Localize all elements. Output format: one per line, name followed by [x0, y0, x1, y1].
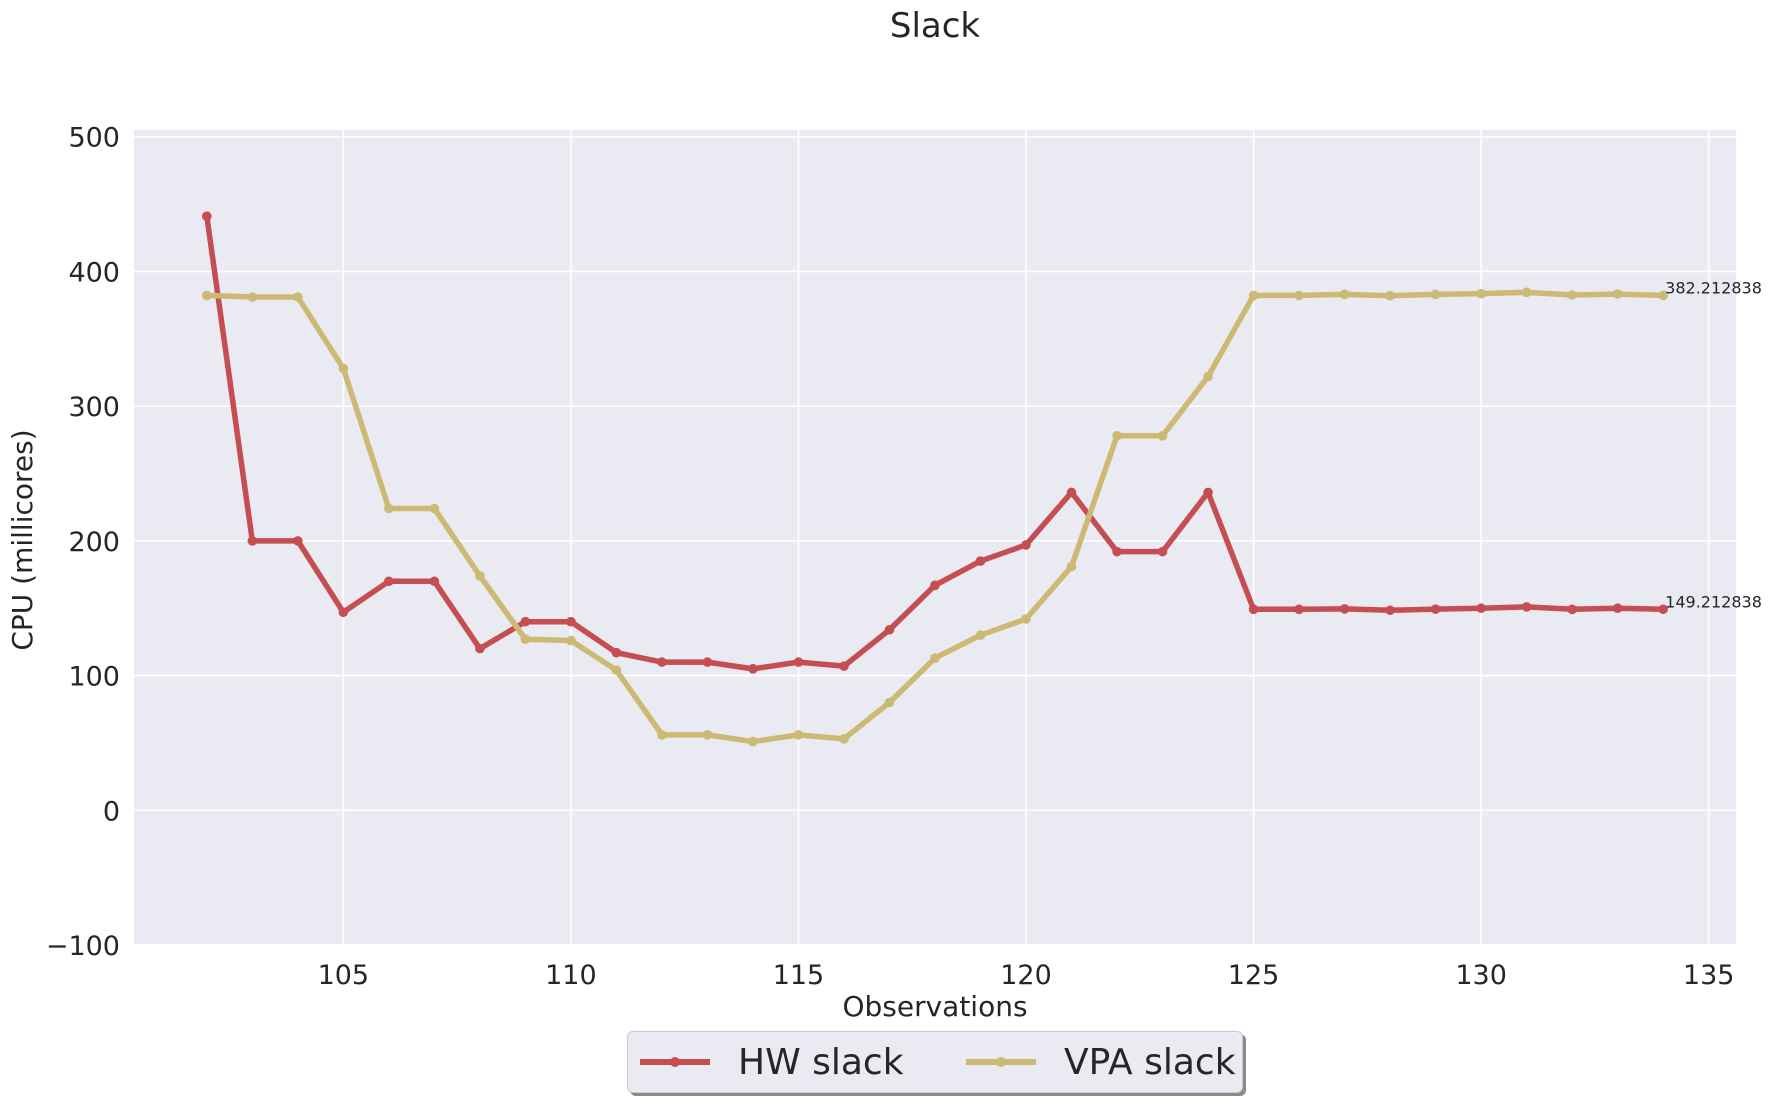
data-point-hw-slack: [1658, 604, 1668, 615]
data-point-hw-slack: [1112, 546, 1122, 557]
data-point-hw-slack: [1066, 487, 1077, 498]
data-point-vpa-slack: [839, 734, 849, 744]
data-point-vpa-slack: [338, 363, 349, 374]
data-point-hw-slack: [247, 536, 258, 546]
data-point-vpa-slack: [429, 503, 440, 514]
y-tick-label: 500: [68, 123, 120, 154]
data-point-hw-slack: [1430, 604, 1441, 614]
data-point-hw-slack: [384, 576, 394, 587]
x-tick-label: 120: [1000, 960, 1052, 991]
legend-label-vpa-slack: VPA slack: [1064, 1041, 1236, 1083]
data-point-vpa-slack: [1385, 290, 1395, 301]
data-point-hw-slack: [793, 657, 804, 667]
data-point-vpa-slack: [1203, 371, 1213, 382]
data-point-vpa-slack: [293, 292, 303, 302]
data-point-vpa-slack: [1339, 289, 1350, 300]
data-point-vpa-slack: [657, 730, 667, 740]
series-hw-slack: 149.212838: [202, 211, 1762, 674]
data-point-vpa-slack: [930, 653, 940, 663]
data-point-vpa-slack: [566, 635, 576, 646]
x-tick-label: 105: [318, 960, 370, 991]
y-tick-label: 400: [68, 257, 120, 288]
data-point-hw-slack: [884, 624, 895, 635]
data-point-vpa-slack: [1612, 289, 1623, 299]
series-vpa-slack: 382.212838: [202, 278, 1762, 747]
data-point-hw-slack: [1385, 605, 1395, 616]
data-point-vpa-slack: [1476, 288, 1486, 299]
data-point-hw-slack: [1567, 604, 1577, 615]
data-point-vpa-slack: [1021, 614, 1031, 624]
data-point-hw-slack: [611, 647, 622, 658]
x-tick-label: 135: [1683, 960, 1735, 991]
data-point-vpa-slack: [1521, 287, 1532, 298]
data-point-hw-slack: [338, 607, 349, 618]
data-point-hw-slack: [1612, 603, 1623, 614]
x-axis-label: Observations: [842, 990, 1027, 1023]
data-point-vpa-slack: [1248, 290, 1259, 301]
x-tick-label: 110: [545, 960, 597, 991]
data-point-hw-slack: [975, 556, 986, 566]
data-point-hw-slack: [657, 657, 667, 667]
series-layer: 149.212838 382.212838: [202, 211, 1762, 747]
y-tick-label: 100: [68, 662, 120, 693]
data-point-hw-slack: [429, 576, 440, 587]
data-point-vpa-slack: [1294, 290, 1304, 301]
y-tick-label: 0: [103, 796, 120, 827]
grid-lines: [134, 130, 1736, 946]
data-point-hw-slack: [1021, 540, 1031, 550]
data-point-hw-slack: [520, 616, 531, 627]
data-point-hw-slack: [1203, 487, 1213, 498]
data-point-vpa-slack: [884, 697, 895, 708]
data-point-hw-slack: [1248, 604, 1259, 615]
data-point-vpa-slack: [975, 630, 986, 640]
legend-item-hw-slack: HW slack: [638, 1032, 904, 1092]
y-tick-label: −100: [46, 931, 120, 962]
data-point-hw-slack: [930, 580, 940, 591]
data-point-vpa-slack: [1066, 561, 1077, 572]
data-point-vpa-slack: [202, 290, 212, 301]
data-point-vpa-slack: [1430, 289, 1441, 300]
data-point-hw-slack: [839, 661, 849, 671]
data-point-hw-slack: [1157, 546, 1168, 557]
data-point-hw-slack: [475, 643, 485, 654]
legend-swatch-vpa-slack: [966, 1057, 1036, 1067]
x-tick-label: 115: [773, 960, 825, 991]
data-point-vpa-slack: [1567, 290, 1577, 300]
legend-label-hw-slack: HW slack: [738, 1041, 904, 1083]
data-point-vpa-slack: [475, 571, 485, 581]
end-value-label-hw-slack: 149.212838: [1665, 592, 1762, 611]
x-tick-label: 125: [1228, 960, 1280, 991]
data-point-vpa-slack: [520, 634, 531, 645]
data-point-hw-slack: [566, 616, 576, 627]
legend: HW slack VPA slack: [627, 1031, 1243, 1093]
data-point-hw-slack: [1476, 603, 1486, 614]
data-point-vpa-slack: [384, 503, 394, 514]
data-point-vpa-slack: [1658, 290, 1668, 301]
data-point-vpa-slack: [1112, 430, 1122, 441]
plot-area: [134, 130, 1736, 945]
x-tick-label: 130: [1455, 960, 1507, 991]
y-tick-label: 200: [68, 527, 120, 558]
data-point-vpa-slack: [702, 730, 713, 740]
y-axis-label: CPU (millicores): [6, 429, 39, 650]
legend-swatch-hw-slack: [640, 1057, 710, 1067]
data-point-hw-slack: [748, 664, 758, 674]
data-point-vpa-slack: [1157, 430, 1168, 441]
data-point-hw-slack: [702, 657, 713, 667]
chart-title: Slack: [890, 6, 981, 46]
data-point-hw-slack: [293, 536, 303, 546]
data-point-vpa-slack: [793, 730, 804, 740]
end-value-label-vpa-slack: 382.212838: [1665, 278, 1762, 297]
labels-layer: 105 110 115 120 125 130 135 −100 0 100 200 300 400 50…: [46, 123, 1735, 991]
data-point-hw-slack: [1339, 604, 1350, 614]
data-point-hw-slack: [1521, 602, 1532, 612]
data-point-vpa-slack: [247, 292, 258, 302]
y-tick-label: 300: [68, 392, 120, 423]
data-point-hw-slack: [1294, 604, 1304, 615]
data-point-vpa-slack: [611, 665, 622, 675]
data-point-hw-slack: [202, 211, 212, 222]
legend-item-vpa-slack: VPA slack: [964, 1032, 1236, 1092]
data-point-vpa-slack: [748, 736, 758, 747]
